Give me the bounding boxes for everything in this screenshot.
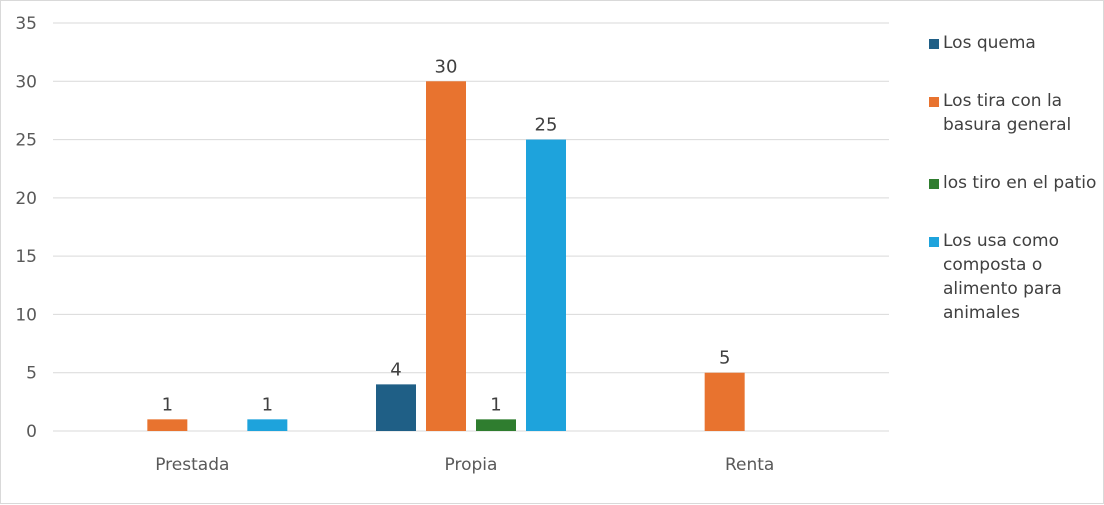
bar-propia-series-1 bbox=[426, 81, 466, 432]
legend-label-los-quema: Los quema bbox=[943, 33, 1036, 53]
legend-item-composta: Los usa como composta o alimento para an… bbox=[929, 229, 1099, 325]
y-tick-label: 5 bbox=[26, 364, 37, 384]
y-tick-label: 20 bbox=[15, 189, 37, 209]
data-label: 1 bbox=[162, 394, 173, 415]
data-label: 1 bbox=[262, 394, 273, 415]
bar-prestada-series-1 bbox=[147, 419, 188, 431]
y-tick-label: 10 bbox=[15, 305, 37, 325]
bar-propia-series-2 bbox=[476, 419, 516, 431]
y-tick-label: 30 bbox=[15, 72, 37, 92]
bar-propia-series-0 bbox=[376, 384, 416, 431]
y-tick-label: 0 bbox=[26, 422, 37, 442]
data-label: 4 bbox=[390, 359, 401, 380]
data-label: 1 bbox=[490, 394, 501, 415]
legend-label-patio: los tiro en el patio bbox=[943, 173, 1097, 193]
data-label: 30 bbox=[435, 56, 458, 77]
legend-label-basura-general: Los tira con la basura general bbox=[943, 91, 1072, 135]
legend-label-composta: Los usa como composta o alimento para an… bbox=[943, 231, 1062, 323]
bar-renta-series-1 bbox=[704, 372, 745, 431]
legend-item-basura-general: Los tira con la basura general bbox=[929, 89, 1099, 137]
legend-swatch-basura-general bbox=[929, 97, 939, 107]
bar-propia-series-3 bbox=[526, 139, 566, 432]
data-label: 25 bbox=[535, 115, 558, 136]
data-label: 5 bbox=[719, 348, 730, 369]
y-tick-label: 15 bbox=[15, 247, 37, 267]
y-tick-label: 35 bbox=[15, 14, 37, 34]
legend-item-los-quema: Los quema bbox=[929, 31, 1099, 55]
legend: Los quema Los tira con la basura general… bbox=[929, 31, 1099, 359]
x-tick-label: Propia bbox=[445, 455, 498, 475]
x-tick-label: Renta bbox=[725, 455, 774, 475]
legend-swatch-los-quema bbox=[929, 39, 939, 49]
legend-swatch-composta bbox=[929, 237, 939, 247]
x-tick-label: Prestada bbox=[155, 455, 229, 475]
y-tick-label: 25 bbox=[15, 131, 37, 151]
legend-item-patio: los tiro en el patio bbox=[929, 171, 1099, 195]
bar-prestada-series-3 bbox=[247, 419, 288, 431]
legend-swatch-patio bbox=[929, 179, 939, 189]
